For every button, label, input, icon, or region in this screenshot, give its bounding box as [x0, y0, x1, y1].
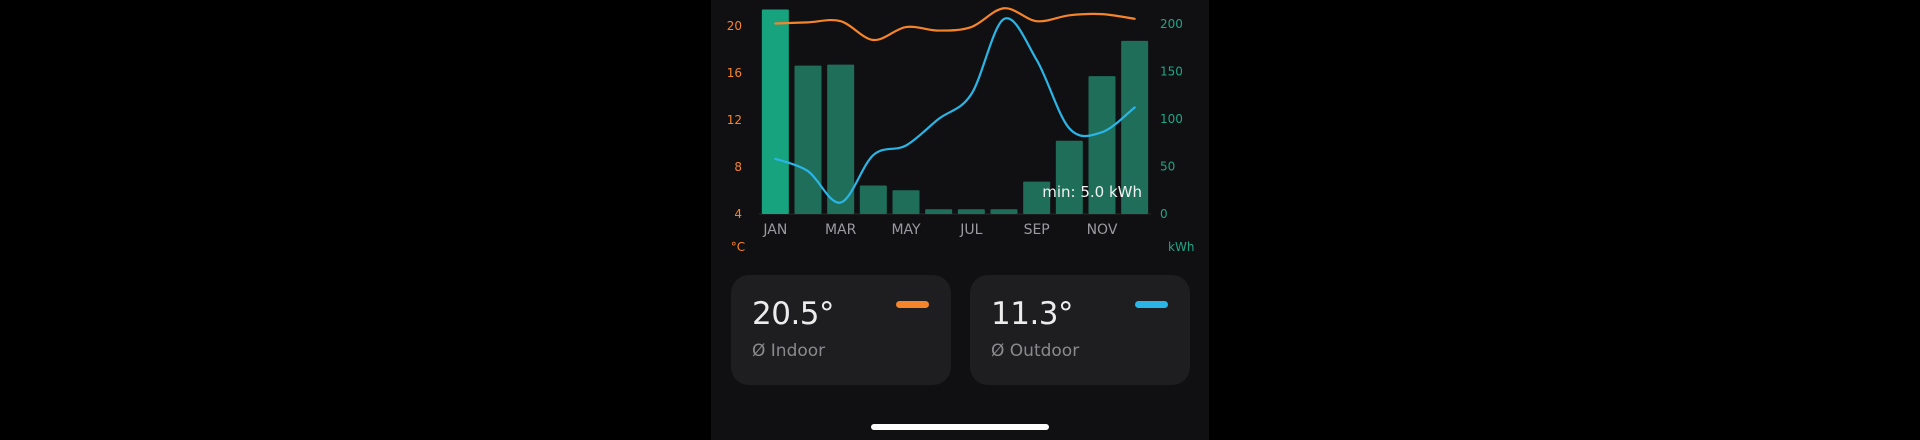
outdoor-temperature-label: Ø Outdoor: [991, 341, 1080, 361]
outdoor-legend-swatch: [1135, 301, 1168, 308]
y-right-tick-label: 50: [1160, 159, 1175, 173]
outdoor-temperature-value: 11.3°: [991, 296, 1074, 332]
x-tick-label: MAR: [825, 222, 857, 238]
min-value-annotation: min: 5.0 kWh: [1042, 183, 1142, 201]
y-left-tick-label: 12: [727, 113, 742, 127]
bar-jun: [925, 209, 953, 214]
bar-apr: [859, 185, 887, 214]
indoor-temperature-value: 20.5°: [752, 296, 835, 332]
x-tick-label: SEP: [1024, 222, 1050, 238]
y-left-tick-label: 8: [734, 160, 742, 174]
home-indicator[interactable]: [871, 424, 1049, 430]
y-left-tick-label: 16: [727, 66, 742, 80]
indoor-temperature-card[interactable]: 20.5° Ø Indoor: [731, 275, 951, 385]
y-right-tick-label: 200: [1160, 17, 1183, 31]
x-tick-label: NOV: [1087, 222, 1118, 238]
x-tick-label: MAY: [891, 222, 921, 238]
phone-screen: 4 8 12 16 20 °C 0 50 100 150 200 kWh JAN MAR MAY JUL SEP…: [711, 0, 1209, 440]
x-tick-label: JUL: [959, 222, 982, 238]
y-right-tick-label: 0: [1160, 207, 1168, 221]
x-tick-label: JAN: [762, 222, 787, 238]
bar-oct: [1055, 140, 1083, 214]
outdoor-temperature-card[interactable]: 11.3° Ø Outdoor: [970, 275, 1190, 385]
bar-aug: [990, 209, 1018, 214]
y-left-tick-label: 20: [727, 19, 742, 33]
y-right-tick-label: 100: [1160, 112, 1183, 126]
bar-nov: [1088, 76, 1116, 214]
y-right-tick-label: 150: [1160, 64, 1183, 78]
bar-dec: [1121, 40, 1149, 214]
outdoor-temperature-line: [774, 17, 1136, 204]
bar-sep: [1023, 181, 1051, 214]
bar-feb: [794, 65, 822, 214]
energy-chart[interactable]: 4 8 12 16 20 °C 0 50 100 150 200 kWh JAN MAR MAY JUL SEP…: [711, 0, 1209, 260]
y-left-tick-label: 4: [734, 207, 742, 221]
bar-may: [892, 190, 920, 214]
y-left-unit-label: °C: [731, 240, 745, 254]
indoor-temperature-line: [774, 7, 1136, 42]
indoor-legend-swatch: [896, 301, 929, 308]
indoor-temperature-label: Ø Indoor: [752, 341, 826, 361]
bar-jul: [957, 209, 985, 214]
bar-jan: [761, 9, 789, 215]
y-right-unit-label: kWh: [1168, 240, 1194, 254]
bar-mar: [827, 64, 855, 214]
